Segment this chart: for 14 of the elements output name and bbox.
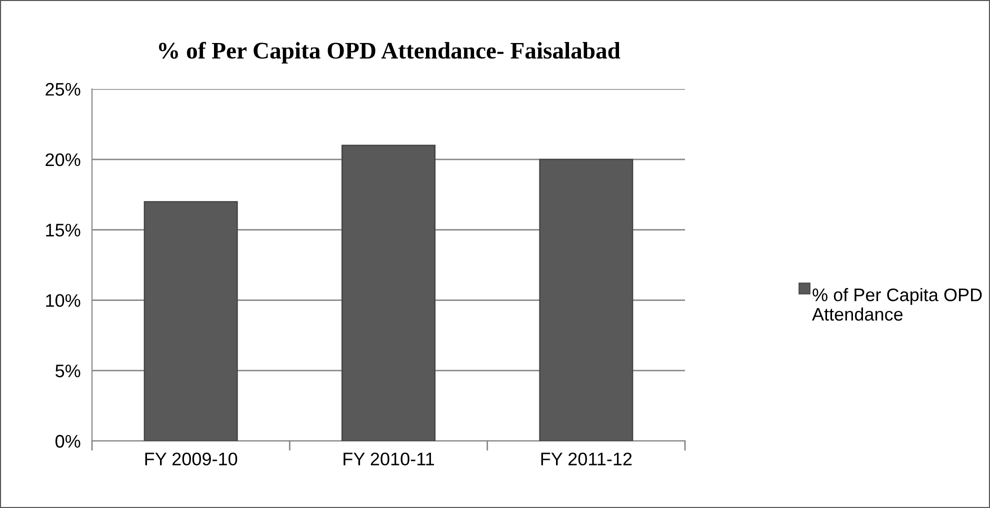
- y-tick-label: 0%: [56, 434, 80, 448]
- bar: [144, 201, 238, 441]
- bar: [341, 144, 436, 441]
- chart-title: % of Per Capita OPD Attendance- Faisalabad: [158, 42, 620, 64]
- bar: [539, 158, 634, 441]
- x-tick-label: FY 2009-10: [145, 452, 238, 466]
- y-tick-label: 15%: [46, 224, 80, 237]
- x-tick-label: FY 2011-12: [541, 452, 632, 466]
- y-tick-label: 10%: [46, 294, 80, 307]
- legend-label: % of Per Capita OPD Attendance: [812, 288, 982, 321]
- y-tick-label: 20%: [46, 153, 80, 166]
- x-tick-label: FY 2010-11: [344, 452, 434, 466]
- y-tick-label: 5%: [56, 364, 80, 378]
- y-tick-label: 25%: [46, 82, 80, 96]
